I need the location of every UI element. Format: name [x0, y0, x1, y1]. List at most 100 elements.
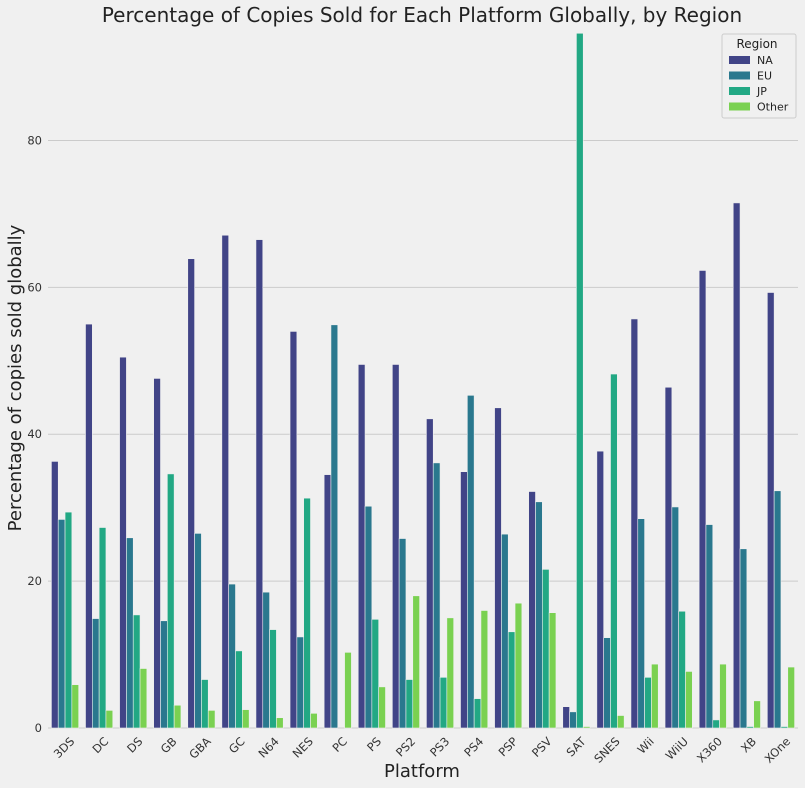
bar-psv-na: [528, 491, 536, 729]
bar-gc-other: [242, 709, 250, 729]
bar-ps4-na: [460, 471, 468, 729]
bar-ps2-jp: [405, 679, 414, 729]
bar-ds-na: [119, 356, 127, 729]
bar-sat-na: [562, 706, 570, 729]
bar-nes-other: [310, 713, 318, 729]
legend-swatch-other: [729, 102, 750, 111]
legend-label-jp: JP: [756, 85, 767, 98]
bar-psp-eu: [501, 533, 509, 729]
bar-ps3-eu: [432, 462, 441, 729]
y-tick-labels: 0 20 40 60 80: [27, 133, 42, 735]
bar-gb-eu: [160, 620, 168, 729]
legend-swatch-na: [729, 56, 750, 64]
bar-gba-jp: [201, 679, 209, 729]
bar-3ds-jp: [64, 511, 73, 729]
bar-xb-jp: [746, 726, 754, 729]
bar-pc-other: [344, 652, 352, 729]
bar-gba-eu: [194, 533, 202, 729]
chart-title: Percentage of Copies Sold for Each Platf…: [102, 3, 742, 27]
y-axis-label: Percentage of copies sold globally: [5, 224, 26, 531]
legend-box: [721, 33, 797, 119]
bar-ps-eu: [364, 505, 373, 729]
bar-x360-eu: [705, 524, 714, 729]
bar-ps3-na: [426, 418, 434, 729]
bar-sat-jp: [576, 32, 584, 729]
bar-psv-jp: [542, 569, 550, 729]
bar-wii-eu: [637, 518, 645, 729]
legend-label-eu: EU: [757, 70, 772, 83]
bar-gc-jp: [235, 650, 243, 729]
y-tick-label: 60: [27, 280, 42, 294]
bar-sat-other: [582, 726, 591, 729]
legend-swatch-jp: [729, 87, 750, 95]
y-tick-label: 20: [27, 574, 42, 588]
bar-xb-na: [732, 202, 741, 729]
bar-ds-eu: [126, 537, 134, 729]
bar-3ds-other: [71, 684, 79, 729]
bar-ps3-jp: [439, 677, 448, 729]
bar-wii-other: [651, 663, 659, 729]
bar-3ds-eu: [57, 519, 66, 729]
bar-snes-other: [617, 715, 625, 729]
bar-ps4-other: [480, 610, 489, 729]
bar-wiiu-other: [685, 671, 693, 729]
bar-dc-jp: [98, 527, 107, 729]
bar-wiiu-jp: [678, 610, 686, 729]
bar-nes-na: [289, 331, 298, 729]
bar-psp-other: [514, 602, 523, 729]
bar-gc-eu: [228, 583, 236, 729]
bar-dc-eu: [92, 618, 100, 729]
bar-ps2-eu: [398, 538, 407, 729]
bar-wiiu-na: [664, 386, 673, 729]
x-axis-label: Platform: [384, 761, 460, 782]
bar-xb-eu: [739, 548, 748, 729]
bar-gc-na: [221, 234, 229, 729]
bar-wii-jp: [644, 677, 652, 729]
y-tick-label: 0: [35, 721, 42, 735]
bar-snes-na: [596, 450, 604, 729]
legend-label-na: NA: [757, 54, 773, 67]
bar-wiiu-eu: [671, 506, 679, 729]
bar-snes-eu: [603, 637, 611, 729]
bar-nes-eu: [296, 636, 304, 729]
bar-pc-eu: [330, 324, 339, 729]
bar-pc-na: [323, 474, 332, 729]
bar-wii-na: [630, 318, 639, 729]
legend: Region NA EU JP Other: [721, 33, 797, 119]
bar-ps3-other: [446, 617, 454, 729]
bar-ps2-other: [412, 595, 420, 729]
bar-xb-other: [753, 700, 761, 729]
bar-n64-jp: [269, 629, 277, 729]
bar-xone-jp: [780, 726, 789, 729]
legend-label-other: Other: [757, 101, 789, 114]
bar-ps4-eu: [467, 395, 475, 729]
bar-x360-other: [719, 663, 727, 729]
bar-ds-other: [139, 668, 148, 729]
bar-gba-na: [187, 258, 195, 729]
bar-n64-na: [255, 239, 264, 729]
bar-sat-eu: [569, 711, 577, 729]
bar-psp-jp: [507, 631, 516, 729]
bar-psp-na: [494, 407, 502, 729]
bar-n64-other: [276, 717, 284, 729]
bar-ps2-na: [392, 364, 400, 729]
bar-dc-other: [105, 710, 114, 729]
bar-xone-na: [767, 292, 775, 729]
bar-ps-jp: [371, 619, 379, 729]
bar-ps-other: [378, 686, 386, 729]
bar-gba-other: [207, 710, 216, 729]
y-tick-label: 80: [27, 133, 42, 147]
bar-gb-jp: [167, 473, 175, 729]
legend-swatch-eu: [729, 71, 750, 80]
bar-nes-jp: [303, 497, 311, 729]
bar-xone-other: [787, 666, 795, 729]
bar-snes-jp: [610, 373, 618, 729]
bar-ds-jp: [132, 614, 141, 729]
bar-3ds-na: [51, 461, 59, 729]
y-tick-label: 40: [27, 427, 42, 441]
bar-x360-na: [698, 270, 707, 729]
legend-title: Region: [736, 37, 777, 51]
bar-dc-na: [85, 323, 93, 729]
